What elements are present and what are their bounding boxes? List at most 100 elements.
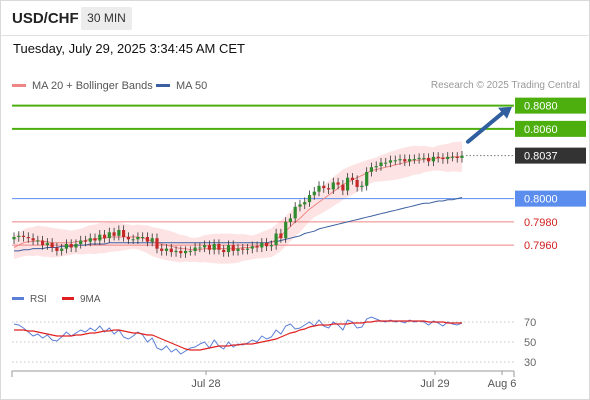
candle-body [83,240,88,242]
candle-body [241,248,245,250]
candle-body [255,246,259,248]
candle [274,228,278,250]
candle [412,154,416,164]
candle [231,240,235,256]
candle-body [312,191,316,196]
rsi-ma-swatch [62,296,74,300]
candle-body [245,248,250,250]
candle [212,239,216,255]
candle-body [427,157,431,162]
legend-ma20: MA 20 + Bollinger Bands [12,80,153,92]
candle-body [398,159,402,161]
rsi-tick-50: 50 [524,337,536,349]
candle-body [293,206,297,219]
candle-body [460,155,464,158]
candle-body [169,248,173,253]
candle-body [98,234,102,241]
chart-datetime: Tuesday, July 29, 2025 3:34:45 AM CET [13,41,245,56]
candle-body [431,156,435,162]
candle [431,152,435,167]
candle-body [31,238,35,241]
candle-body [322,185,326,189]
candle-body [60,248,64,251]
candle [403,154,407,167]
candle-body [212,244,216,250]
symbol-title: USD/CHF [12,10,79,27]
ma20-swatch [12,83,26,87]
rsi-tick-70: 70 [524,317,536,329]
level-label-0.7980: 0.7980 [524,217,558,229]
candle-body [136,237,140,240]
candle-body [279,233,283,239]
x-tick-label: Jul 28 [191,378,220,390]
level-box-0.8000 [515,190,586,207]
candle [260,238,264,253]
candle [293,202,297,224]
candle-body [226,245,231,253]
candle-body [184,250,188,254]
candle [141,232,145,242]
candle [79,235,83,249]
candle-body [93,238,97,241]
credit-text: Research © 2025 Trading Central [430,80,580,91]
candle [408,154,412,167]
legend-rsi: RSI [12,294,47,305]
timeframe-button[interactable]: 30 MIN [81,7,132,30]
candle [374,161,378,172]
candle [155,233,159,254]
candle [322,181,326,193]
level-box-0.8037 [515,147,586,164]
candle [336,177,340,190]
candle [255,241,259,253]
candle [193,242,197,256]
candle [346,173,350,196]
candle-body [141,237,145,238]
candle [188,246,192,256]
candle-body [369,167,373,172]
candle-body [198,247,202,249]
candle-body [69,244,73,248]
candle-body [188,250,192,252]
candle-body [269,245,273,247]
candle-body [374,166,378,168]
candle [112,227,116,241]
candle-body [274,233,278,246]
chart-header: USD/CHF 30 MIN [0,0,590,36]
candle [98,230,102,246]
candle [26,232,30,243]
candle [369,162,373,177]
candle [422,153,426,163]
candle [436,152,440,163]
candle [350,173,354,185]
candle-body [327,188,331,190]
candle [455,152,459,163]
candle-body [193,247,197,251]
header-divider [0,35,590,36]
candle-body [436,156,440,158]
candle [331,177,335,194]
candle-body [79,240,83,244]
candle-body [408,159,412,162]
candle-body [26,237,30,239]
candle-body [64,244,68,249]
candle-body [393,160,397,162]
candle-body [21,235,26,237]
candle [117,225,121,241]
level-label-0.8080: 0.8080 [524,101,558,113]
candle [36,235,40,246]
ma50-swatch [156,83,170,87]
candle-body [288,218,292,222]
candle [122,225,126,242]
candle [360,181,364,192]
candle-body [160,248,164,251]
candle [145,232,149,247]
legend-rsi-ma: 9MA [62,294,101,305]
candle [236,243,240,256]
candle-body [17,235,21,237]
candle [317,181,321,197]
legend-ma50: MA 50 [156,80,207,92]
candle [384,157,388,168]
candle-body [250,246,254,249]
candle [17,231,21,242]
candle-body [360,185,364,187]
